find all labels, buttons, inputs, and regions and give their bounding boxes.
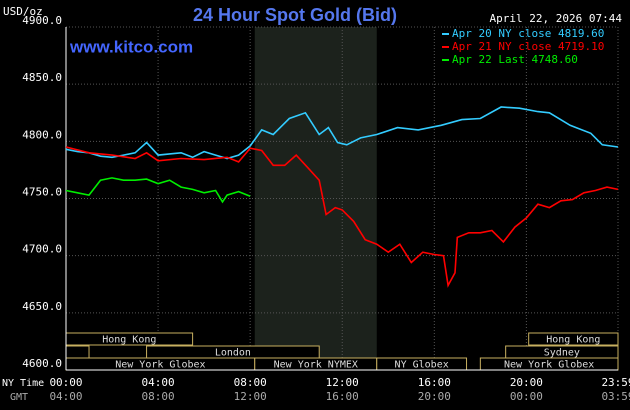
session-box: [528, 332, 619, 346]
y-tick-label: 4900.0: [22, 14, 62, 27]
timestamp: April 22, 2026 07:44: [490, 12, 623, 25]
y-tick-label: 4800.0: [22, 128, 62, 141]
y-tick-label: 4600.0: [22, 357, 62, 370]
x-tick-label: 16:00: [418, 376, 451, 389]
x-axis-label: NY Time: [2, 378, 44, 389]
x2-tick-label: 03:59: [601, 390, 630, 403]
legend-label: Apr 22 Last 4748.60: [452, 53, 578, 66]
watermark: www.kitco.com: [69, 37, 193, 56]
session-label: London: [215, 348, 251, 359]
session-box: [65, 345, 90, 359]
x2-tick-label: 12:00: [234, 390, 267, 403]
y-tick-label: 4650.0: [22, 300, 62, 313]
x-tick-label: 00:00: [49, 376, 82, 389]
x2-tick-label: 04:00: [49, 390, 82, 403]
x-tick-label: 12:00: [326, 376, 359, 389]
session-label: NY Globex: [395, 360, 449, 371]
unit-label: USD/oz: [3, 5, 43, 18]
series-line: [65, 177, 251, 204]
session-label: New York Globex: [115, 360, 205, 371]
session-label: New York NYMEX: [274, 360, 358, 371]
x2-tick-label: 00:00: [510, 390, 543, 403]
x-tick-label: 04:00: [142, 376, 175, 389]
legend-label: Apr 21 NY close 4719.10: [452, 40, 604, 53]
x2-tick-label: 16:00: [326, 390, 359, 403]
y-tick-label: 4700.0: [22, 243, 62, 256]
session-label: Hong Kong: [102, 335, 156, 346]
session-label: New York Globex: [504, 360, 594, 371]
session-label: Sydney: [544, 348, 580, 359]
x2-tick-label: 08:00: [142, 390, 175, 403]
series-line: [65, 146, 619, 288]
y-tick-label: 4750.0: [22, 186, 62, 199]
session-label: Hong Kong: [546, 335, 600, 346]
x-tick-label: 23:59: [601, 376, 630, 389]
x-tick-label: 20:00: [510, 376, 543, 389]
x-tick-label: 08:00: [234, 376, 267, 389]
series-line: [65, 106, 619, 160]
y-tick-label: 4850.0: [22, 71, 62, 84]
chart-title: 24 Hour Spot Gold (Bid): [193, 5, 397, 25]
legend-label: Apr 20 NY close 4819.60: [452, 27, 604, 40]
x2-tick-label: 20:00: [418, 390, 451, 403]
x2-axis-label: GMT: [10, 392, 28, 403]
